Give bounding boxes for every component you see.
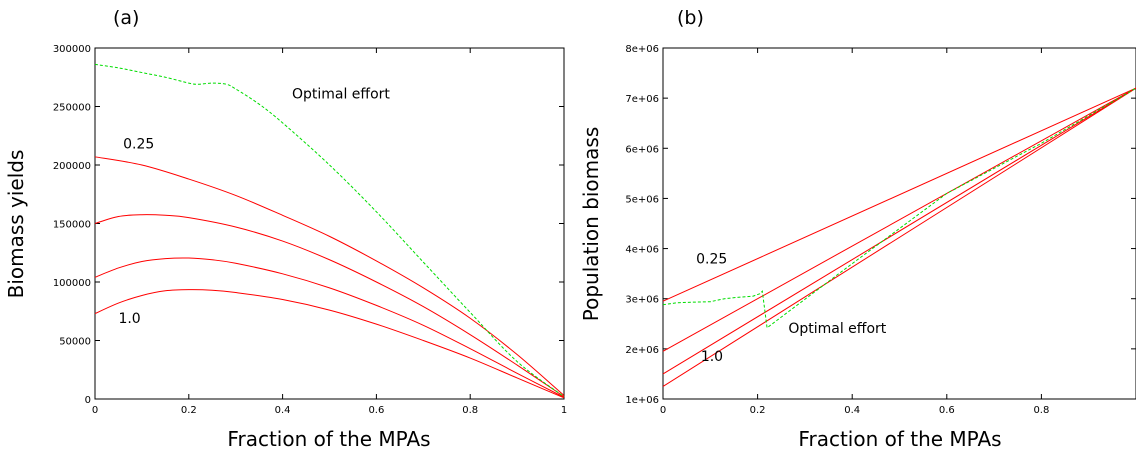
y-tick-label-b: 6e+06 bbox=[625, 144, 659, 155]
x-tick-label-b: 0.2 bbox=[750, 405, 766, 416]
optimal-effort-line-b-4 bbox=[662, 87, 1136, 329]
x-tick-label-b: 0.4 bbox=[844, 405, 860, 416]
annotation-b-0: 0.25 bbox=[696, 252, 727, 268]
x-tick-label-b: 0.6 bbox=[939, 405, 955, 416]
annotations-b: 0.25 Optimal effort 1.0 bbox=[696, 252, 887, 365]
y-tick-label-a: 250000 bbox=[53, 103, 91, 114]
x-tick-label-a: 0.8 bbox=[462, 405, 478, 416]
y-tick-label-a: 200000 bbox=[53, 161, 91, 172]
x-tick-label-a: 0 bbox=[92, 405, 98, 416]
y-tick-label-a: 0 bbox=[85, 395, 91, 406]
y-tick-label-b: 1e+06 bbox=[625, 395, 659, 406]
effort-line-b-1 bbox=[662, 87, 1136, 352]
effort-line-b-3 bbox=[662, 87, 1136, 387]
annotation-b-2: 1.0 bbox=[701, 349, 723, 365]
x-tick-label-a: 1 bbox=[561, 405, 567, 416]
ticks-b: 0 0.2 0.4 0.6 0.8 1e+06 2e+06 3e+06 4e+06 5e+06 6e… bbox=[625, 44, 1136, 416]
y-tick-label-b: 2e+06 bbox=[625, 345, 659, 356]
y-tick-label-b: 7e+06 bbox=[625, 94, 659, 105]
effort-line-b-2 bbox=[662, 87, 1136, 375]
y-axis-label-b: Population biomass bbox=[579, 127, 603, 322]
x-tick-label-b: 0.8 bbox=[1033, 405, 1049, 416]
panel-b: (b) 0 0.2 0.4 0.6 0.8 1e+06 2e+06 3e+06 4e+06 5e+… bbox=[579, 7, 1136, 451]
x-tick-label-a: 0.2 bbox=[181, 405, 197, 416]
y-tick-label-b: 5e+06 bbox=[625, 194, 659, 205]
effort-line-a-3 bbox=[94, 289, 565, 399]
effort-line-a-2 bbox=[94, 257, 565, 398]
x-tick-label-a: 0.4 bbox=[275, 405, 291, 416]
effort-line-a-1 bbox=[94, 214, 565, 398]
effort-line-a-0 bbox=[94, 156, 565, 396]
series-group-b bbox=[662, 87, 1136, 387]
y-tick-label-a: 150000 bbox=[53, 220, 91, 231]
panel-label-a: (a) bbox=[113, 7, 139, 29]
y-tick-label-b: 3e+06 bbox=[625, 295, 659, 306]
annotation-a-2: 1.0 bbox=[118, 311, 140, 327]
y-tick-label-b: 8e+06 bbox=[625, 44, 659, 55]
optimal-effort-line-a-4 bbox=[94, 63, 565, 398]
y-tick-label-b: 4e+06 bbox=[625, 245, 659, 256]
effort-line-b-0 bbox=[662, 87, 1136, 302]
panel-a: (a) 0 0.2 0.4 0.6 0.8 1 0 50000 100000 150000 2000… bbox=[4, 7, 567, 451]
y-tick-label-a: 50000 bbox=[59, 337, 91, 348]
panel-label-b: (b) bbox=[677, 7, 704, 29]
annotation-b-1: Optimal effort bbox=[788, 321, 886, 337]
x-axis-label-a: Fraction of the MPAs bbox=[227, 427, 430, 451]
annotations-a: Optimal effort 0.25 1.0 bbox=[118, 86, 390, 327]
annotation-a-0: Optimal effort bbox=[292, 86, 390, 102]
y-tick-label-a: 300000 bbox=[53, 44, 91, 55]
series-group-a bbox=[94, 63, 565, 399]
x-tick-label-b: 0 bbox=[660, 405, 666, 416]
x-tick-label-a: 0.6 bbox=[368, 405, 384, 416]
y-axis-label-a: Biomass yields bbox=[4, 150, 28, 299]
annotation-a-1: 0.25 bbox=[123, 137, 154, 153]
plot-frame-b bbox=[662, 47, 1136, 400]
ticks-a: 0 0.2 0.4 0.6 0.8 1 0 50000 100000 150000 200000 25… bbox=[53, 44, 567, 416]
y-tick-label-a: 100000 bbox=[53, 278, 91, 289]
x-axis-label-b: Fraction of the MPAs bbox=[798, 427, 1001, 451]
